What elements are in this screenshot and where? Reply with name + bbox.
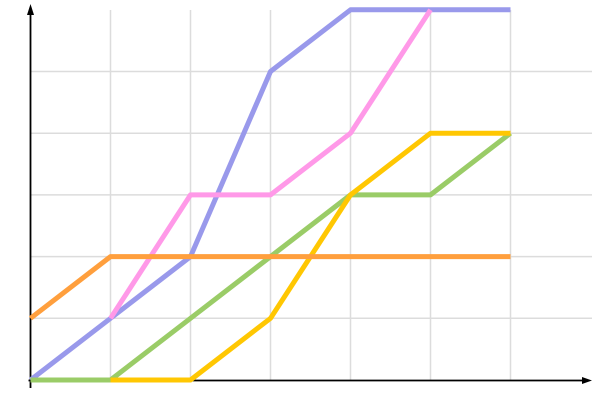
series-orange-line xyxy=(28,254,511,321)
x-axis-arrowhead-icon xyxy=(582,377,592,384)
y-axis-arrowhead-icon xyxy=(27,4,34,15)
series-pink-line xyxy=(108,8,433,320)
